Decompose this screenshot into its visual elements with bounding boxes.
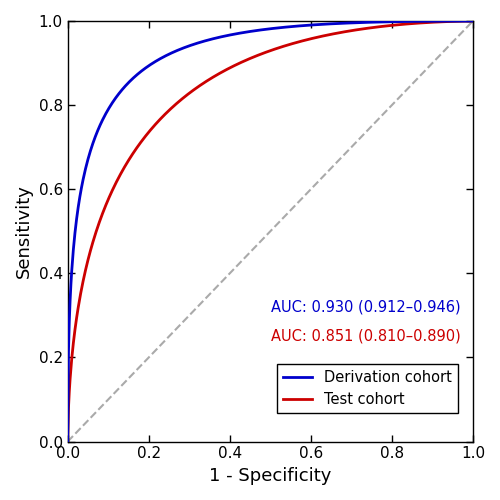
Text: AUC: 0.930 (0.912–0.946): AUC: 0.930 (0.912–0.946) xyxy=(271,300,461,314)
X-axis label: 1 - Specificity: 1 - Specificity xyxy=(209,467,332,485)
Y-axis label: Sensitivity: Sensitivity xyxy=(15,184,33,278)
Text: AUC: 0.851 (0.810–0.890): AUC: 0.851 (0.810–0.890) xyxy=(271,329,461,344)
Legend: Derivation cohort, Test cohort: Derivation cohort, Test cohort xyxy=(277,364,458,414)
